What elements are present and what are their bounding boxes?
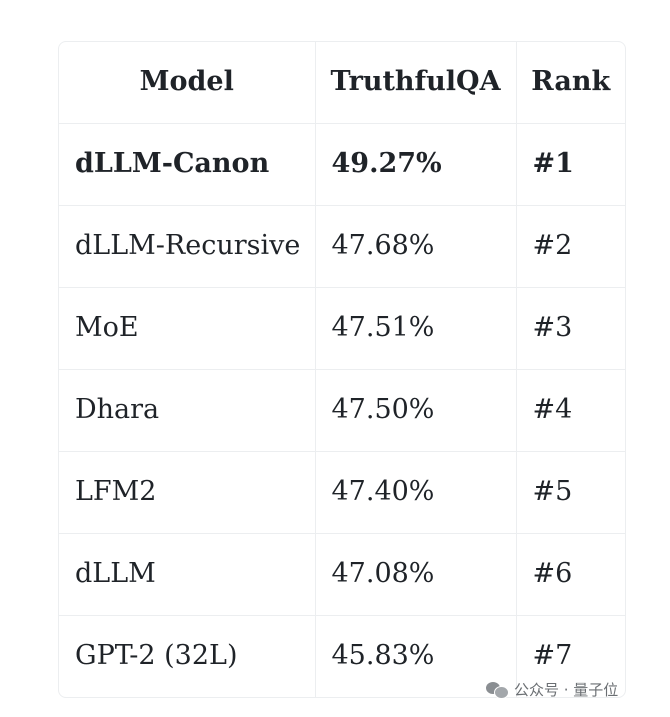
header-model: Model bbox=[59, 42, 316, 124]
cell-truthfulqa: 47.08% bbox=[315, 533, 517, 616]
header-rank: Rank bbox=[516, 42, 625, 124]
cell-truthfulqa: 47.68% bbox=[315, 205, 517, 288]
cell-rank: #1 bbox=[516, 123, 625, 206]
cell-rank: #7 bbox=[532, 640, 573, 672]
cell-truthfulqa: 47.51% bbox=[315, 287, 517, 370]
cell-rank: #4 bbox=[516, 369, 625, 452]
cell-model: GPT-2 (32L) bbox=[59, 615, 316, 697]
results-table: Model TruthfulQA Rank dLLM-Canon 49.27% … bbox=[59, 42, 625, 697]
table-row: MoE 47.51% #3 bbox=[59, 287, 625, 370]
header-truthfulqa: TruthfulQA bbox=[315, 42, 517, 124]
cell-rank: #6 bbox=[516, 533, 625, 616]
cell-model: dLLM-Recursive bbox=[59, 205, 316, 288]
cell-model: LFM2 bbox=[59, 451, 316, 534]
cell-truthfulqa: 45.83% bbox=[315, 615, 517, 697]
table-row: dLLM 47.08% #6 bbox=[59, 533, 625, 616]
results-table-card: Model TruthfulQA Rank dLLM-Canon 49.27% … bbox=[58, 41, 626, 698]
table-row: dLLM-Canon 49.27% #1 bbox=[59, 123, 625, 206]
watermark-text: 公众号 · 量子位 bbox=[514, 681, 619, 699]
cell-rank: #2 bbox=[516, 205, 625, 288]
cell-model: dLLM bbox=[59, 533, 316, 616]
table-row: GPT-2 (32L) 45.83% #7 bbox=[59, 615, 625, 697]
cell-model: Dhara bbox=[59, 369, 316, 452]
watermark: 公众号 · 量子位 bbox=[486, 679, 618, 700]
table-row: Dhara 47.50% #4 bbox=[59, 369, 625, 452]
cell-model: MoE bbox=[59, 287, 316, 370]
cell-truthfulqa: 47.40% bbox=[315, 451, 517, 534]
cell-truthfulqa: 47.50% bbox=[315, 369, 517, 452]
wechat-icon bbox=[486, 681, 509, 699]
cell-truthfulqa: 49.27% bbox=[315, 123, 517, 206]
table-row: dLLM-Recursive 47.68% #2 bbox=[59, 205, 625, 288]
table-row: LFM2 47.40% #5 bbox=[59, 451, 625, 534]
cell-model: dLLM-Canon bbox=[59, 123, 316, 206]
table-header-row: Model TruthfulQA Rank bbox=[59, 42, 625, 124]
cell-rank: #5 bbox=[516, 451, 625, 534]
cell-rank: #3 bbox=[516, 287, 625, 370]
